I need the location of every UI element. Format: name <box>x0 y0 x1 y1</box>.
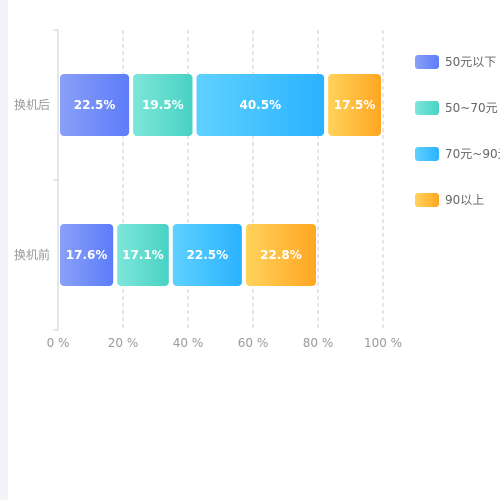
legend-label[interactable]: 50元以下 <box>445 55 496 69</box>
x-tick-label: 40 % <box>173 336 204 350</box>
legend-label[interactable]: 50~70元 <box>445 101 498 115</box>
bar-value-label: 40.5% <box>239 98 281 112</box>
legend-swatch[interactable] <box>415 55 439 69</box>
bar-value-label: 17.6% <box>66 248 108 262</box>
bar-value-label: 22.8% <box>260 248 302 262</box>
bar-value-label: 22.5% <box>74 98 116 112</box>
bar-value-label: 22.5% <box>187 248 229 262</box>
legend-swatch[interactable] <box>415 193 439 207</box>
bar-segment[interactable] <box>245 224 316 286</box>
chart-card: 0 % 20 % 40 % 60 % 80 % 100 % 换机后 22.5% 19.5% 40.… <box>8 0 500 500</box>
category-label: 换机后 <box>14 98 50 112</box>
legend-label[interactable]: 70元~90元 <box>445 147 500 161</box>
bar-value-label: 17.5% <box>334 98 376 112</box>
x-tick-label: 80 % <box>303 336 334 350</box>
bar-segment[interactable] <box>60 224 114 286</box>
stacked-bar-chart: 0 % 20 % 40 % 60 % 80 % 100 % 换机后 22.5% 19.5% 40.… <box>14 29 500 350</box>
category-label: 换机前 <box>14 247 50 262</box>
legend-swatch[interactable] <box>415 147 439 161</box>
x-tick-label: 20 % <box>108 336 139 350</box>
x-tick-label: 100 % <box>364 336 402 350</box>
x-tick-label: 0 % <box>47 336 70 350</box>
bar-segment[interactable] <box>133 74 193 136</box>
bar-value-label: 19.5% <box>142 98 184 112</box>
bar-segment[interactable] <box>117 224 169 286</box>
x-tick-label: 60 % <box>238 336 269 350</box>
legend-swatch[interactable] <box>415 101 439 115</box>
bar-segment[interactable] <box>172 224 242 286</box>
bar-segment[interactable] <box>196 74 325 136</box>
bar-segment[interactable] <box>60 74 130 136</box>
bar-value-label: 17.1% <box>122 248 164 262</box>
bar-segment[interactable] <box>328 74 381 136</box>
legend-label[interactable]: 90以上 <box>445 193 484 207</box>
